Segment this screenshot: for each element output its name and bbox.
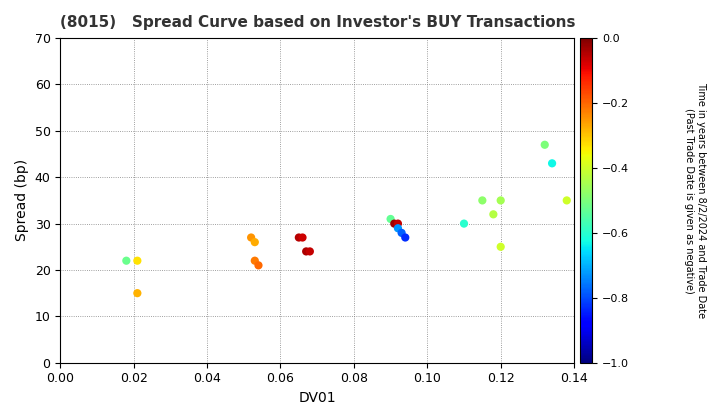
Point (539, 142, 551, 148)
Point (249, 257, 261, 264)
Point (297, 234, 308, 241)
Point (389, 220, 400, 227)
Point (120, 257, 132, 264)
Point (495, 197, 506, 204)
Point (384, 215, 396, 222)
Point (253, 262, 264, 269)
Point (249, 239, 261, 246)
Point (458, 220, 469, 227)
Y-axis label: Spread (bp): Spread (bp) (15, 159, 29, 242)
Point (392, 220, 404, 227)
X-axis label: DV01: DV01 (298, 391, 336, 405)
Point (477, 197, 488, 204)
Point (304, 248, 315, 255)
Point (300, 248, 312, 255)
Point (400, 234, 411, 241)
Point (132, 257, 143, 264)
Point (495, 244, 506, 250)
Point (392, 225, 404, 231)
Point (396, 229, 408, 236)
Text: (8015)   Spread Curve based on Investor's BUY Transactions: (8015) Spread Curve based on Investor's … (60, 15, 576, 30)
Point (293, 234, 305, 241)
Point (561, 197, 572, 204)
Point (487, 211, 499, 218)
Point (246, 234, 257, 241)
Point (546, 160, 558, 167)
Y-axis label: Time in years between 8/2/2024 and Trade Date
(Past Trade Date is given as negat: Time in years between 8/2/2024 and Trade… (684, 82, 706, 318)
Point (132, 290, 143, 297)
